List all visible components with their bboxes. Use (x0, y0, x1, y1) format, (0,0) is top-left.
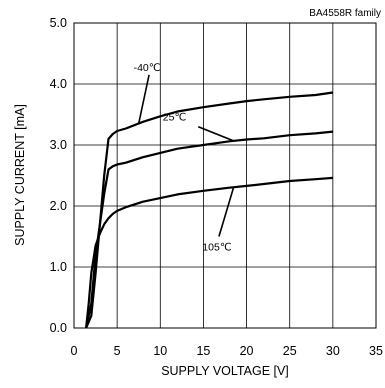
series-line-1 (85, 130, 334, 329)
x-tick-label: 20 (240, 344, 254, 358)
axis-ticks: 0 5 10 15 20 25 30 35 0.0 1.0 2.0 3.0 4.0 5.0 (50, 16, 383, 358)
annotation-label-2: 105℃ (202, 242, 231, 254)
y-tick-label: 3.0 (50, 138, 67, 152)
annotation-leader-1 (197, 125, 234, 142)
x-tick-label: 0 (71, 344, 78, 358)
series-line-0 (85, 91, 334, 329)
x-tick-label: 35 (369, 344, 383, 358)
x-tick-label: 25 (283, 344, 297, 358)
y-tick-label: 0.0 (50, 321, 67, 335)
y-tick-label: 5.0 (50, 16, 67, 30)
y-tick-label: 2.0 (50, 199, 67, 213)
annotation-leader-2 (218, 187, 235, 237)
series-annotations: -40℃ 25℃ 105℃ (134, 62, 235, 254)
x-tick-label: 15 (196, 344, 210, 358)
grid (74, 23, 376, 328)
annotation-label-1: 25℃ (163, 112, 186, 124)
x-axis-label: SUPPLY VOLTAGE [V] (161, 364, 289, 378)
annotation-leader-0 (137, 74, 150, 124)
plot-frame (73, 22, 377, 329)
y-tick-label: 1.0 (50, 260, 67, 274)
chart-family-label: BA4558R family (309, 8, 381, 19)
annotation-label-0: -40℃ (134, 62, 161, 74)
y-tick-label: 4.0 (50, 77, 67, 91)
x-tick-label: 10 (153, 344, 167, 358)
x-tick-label: 5 (114, 344, 121, 358)
x-tick-label: 30 (326, 344, 340, 358)
series-line-2 (85, 176, 333, 329)
y-axis-label: SUPPLY CURRENT [mA] (13, 104, 27, 246)
data-series (85, 91, 334, 329)
